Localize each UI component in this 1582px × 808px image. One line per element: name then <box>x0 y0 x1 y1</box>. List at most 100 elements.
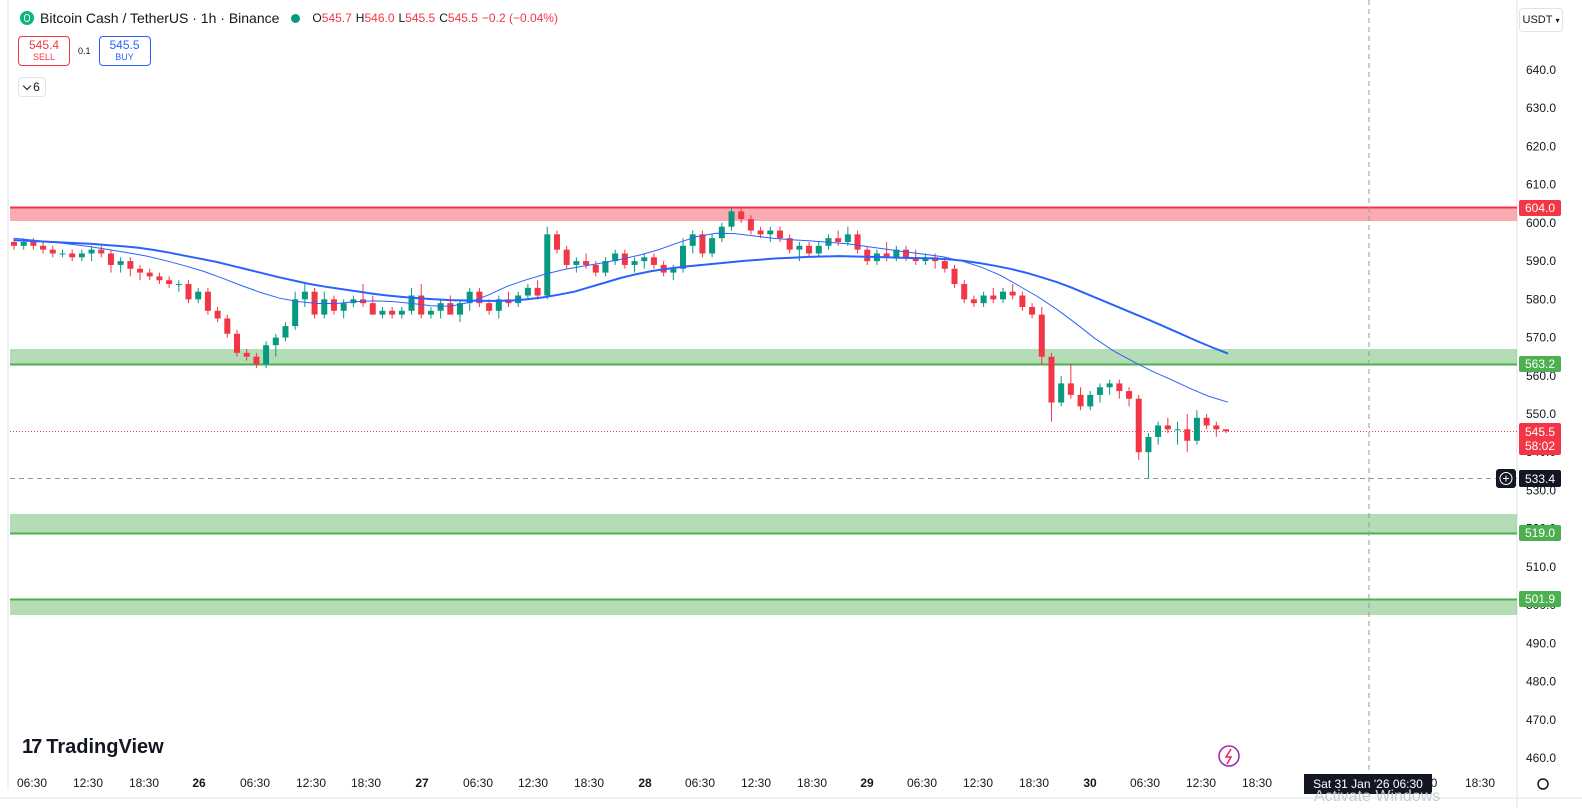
candle-body <box>1126 391 1133 399</box>
currency-select[interactable]: USDT ▾ <box>1519 8 1563 32</box>
candle-body <box>1203 417 1210 426</box>
candle-body <box>680 245 687 269</box>
time-tick-label: 06:30 <box>685 776 715 790</box>
candle-body <box>757 230 764 235</box>
indicators-count: 6 <box>33 80 40 94</box>
candle-body <box>234 333 241 353</box>
candle-body <box>185 284 192 300</box>
time-tick-label: 06:30 <box>463 776 493 790</box>
candle-body <box>1087 394 1094 407</box>
open-label: O <box>312 11 322 25</box>
candle-body <box>495 299 502 311</box>
market-status-icon <box>291 13 301 23</box>
candle-body <box>1009 291 1016 296</box>
candle-body <box>466 291 473 304</box>
candle-body <box>204 291 211 311</box>
candle-body <box>1193 417 1200 441</box>
candle-body <box>98 249 105 254</box>
level-price-label: 563.2 <box>1525 357 1555 371</box>
candle-body <box>1145 436 1152 453</box>
candle-body <box>631 261 638 265</box>
candle-body <box>970 299 977 304</box>
price-tick-label: 560.0 <box>1526 369 1556 383</box>
candle-body <box>78 253 85 258</box>
candle-body <box>379 310 386 315</box>
time-tick-label: 27 <box>415 776 429 790</box>
chevron-down-icon: ▾ <box>1555 15 1560 25</box>
candle-body <box>195 291 202 300</box>
candle-body <box>573 261 580 265</box>
candle-body <box>476 291 483 304</box>
candle-body <box>903 249 910 258</box>
candle-body <box>1135 398 1142 453</box>
time-tick-label: 06:30 <box>1130 776 1160 790</box>
time-tick-label: 12:30 <box>73 776 103 790</box>
candle-body <box>214 310 221 319</box>
moving-average-slow-line <box>13 239 1229 355</box>
price-tick-label: 460.0 <box>1526 751 1556 765</box>
candle-body <box>427 310 434 315</box>
candle-body <box>1096 387 1103 395</box>
buy-price: 545.5 <box>109 38 140 52</box>
crosshair-time-label: Sat 31 Jan '26 06:30 <box>1304 774 1432 794</box>
open-value: 545.7 <box>321 11 352 25</box>
level-price-label: 604.0 <box>1525 201 1555 215</box>
candle-body <box>1164 425 1171 430</box>
candle-body <box>1116 383 1123 392</box>
time-tick-label: 18:30 <box>1465 776 1495 790</box>
price-tick-label: 490.0 <box>1526 636 1556 650</box>
candle-body <box>641 257 648 262</box>
candle-body <box>447 303 454 315</box>
candle-body <box>689 234 696 246</box>
candle-body <box>893 249 900 258</box>
symbol-title[interactable]: Bitcoin Cash / TetherUS · 1h · Binance <box>40 10 280 26</box>
support-zone-519 <box>10 514 1517 534</box>
last-price-label: 545.5 <box>1525 425 1555 439</box>
candle-body <box>602 261 609 273</box>
low-label: L <box>398 11 406 25</box>
time-tick-label: 18:30 <box>129 776 159 790</box>
candle-body <box>1067 383 1074 395</box>
sell-button[interactable]: 545.4 SELL <box>18 36 70 66</box>
candle-body <box>389 310 396 315</box>
candle-body <box>650 257 657 265</box>
time-tick-label: 28 <box>638 776 652 790</box>
indicators-toggle-button[interactable]: 6 <box>18 77 46 97</box>
candle-body <box>612 253 619 262</box>
candle-body <box>796 245 803 250</box>
time-tick-label: 12:30 <box>296 776 326 790</box>
candle-body <box>534 287 541 296</box>
sell-price: 545.4 <box>28 38 60 52</box>
price-tick-label: 620.0 <box>1526 139 1556 153</box>
candle-body <box>457 303 464 315</box>
time-tick-label: 12:30 <box>741 776 771 790</box>
candle-body <box>961 284 968 300</box>
tradingview-watermark[interactable]: 17 TradingView <box>22 736 164 759</box>
candle-body <box>486 303 493 311</box>
candle-body <box>718 226 725 239</box>
candle-body <box>301 291 308 300</box>
price-tick-label: 630.0 <box>1526 101 1556 115</box>
candle-body <box>40 245 47 250</box>
candle-body <box>864 249 871 262</box>
candle-body <box>282 326 289 338</box>
tradingview-logo-icon: 17 <box>22 736 42 758</box>
buy-button[interactable]: 545.5 BUY <box>98 36 151 66</box>
candle-body <box>350 299 357 304</box>
candle-body <box>243 352 250 357</box>
buy-label: BUY <box>115 52 134 62</box>
candle-body <box>137 268 144 273</box>
candle-body <box>20 242 27 246</box>
time-tick-label: 18:30 <box>351 776 381 790</box>
candle-body <box>854 234 861 250</box>
candle-body <box>272 337 279 346</box>
plus-circle-icon <box>1499 472 1513 485</box>
trade-buttons: 545.4 SELL 0.1 545.5 BUY <box>18 36 151 66</box>
candle-body <box>980 295 987 304</box>
crosshair-price-tag <box>1519 470 1561 487</box>
level-price-label: 501.9 <box>1525 592 1555 606</box>
candle-body <box>253 356 260 365</box>
crosshair-price-label: 533.4 <box>1525 472 1555 486</box>
candle-body <box>990 295 997 300</box>
